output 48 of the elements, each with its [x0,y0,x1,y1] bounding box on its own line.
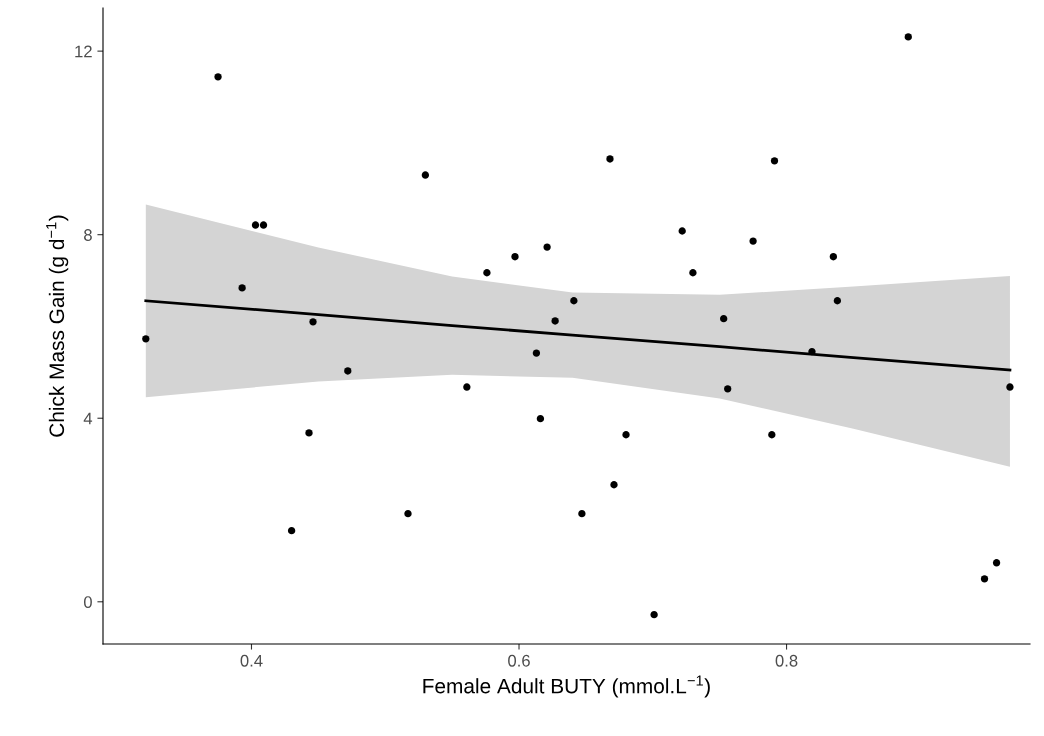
y-tick-label: 12 [75,45,92,58]
point [768,431,776,439]
point [511,253,519,261]
point [483,269,491,277]
point [142,335,150,343]
point [1006,383,1014,391]
point [532,349,541,357]
line-series [144,299,1012,372]
point [259,221,268,229]
point [904,33,912,41]
point [678,227,686,235]
point [570,297,578,305]
point [980,575,989,583]
point [689,269,697,277]
point [770,157,779,165]
x-tick-label: 0.4 [240,654,263,667]
point [606,155,614,163]
point [622,431,630,439]
point [463,383,471,391]
point [551,317,559,325]
y-tick-label: 0 [83,596,92,608]
y-tick-label: 8 [84,229,92,241]
point [650,610,658,619]
point [305,429,313,437]
point [543,243,551,251]
point [578,510,586,518]
point [829,253,838,261]
point [421,171,430,179]
point [404,510,412,518]
point [808,348,816,356]
x-axis-title: Female Adult BUTY (mmol.L$^{−1}$) [423,675,710,698]
point [344,367,352,375]
point [238,284,246,292]
y-tick-label: 4 [83,412,93,425]
point [287,526,296,535]
point [992,559,1001,567]
point [833,297,842,305]
point [251,221,260,229]
point [724,385,732,393]
y-axis-title: Chick Mass Gain (g d$^{−1}$) [46,215,69,437]
point [720,314,728,323]
x-tick-label: 0.6 [508,654,530,667]
x-tick-label: 0.8 [775,654,798,667]
point [610,481,618,489]
point [214,73,222,81]
point [749,237,757,245]
point [536,415,545,423]
point [309,318,317,326]
